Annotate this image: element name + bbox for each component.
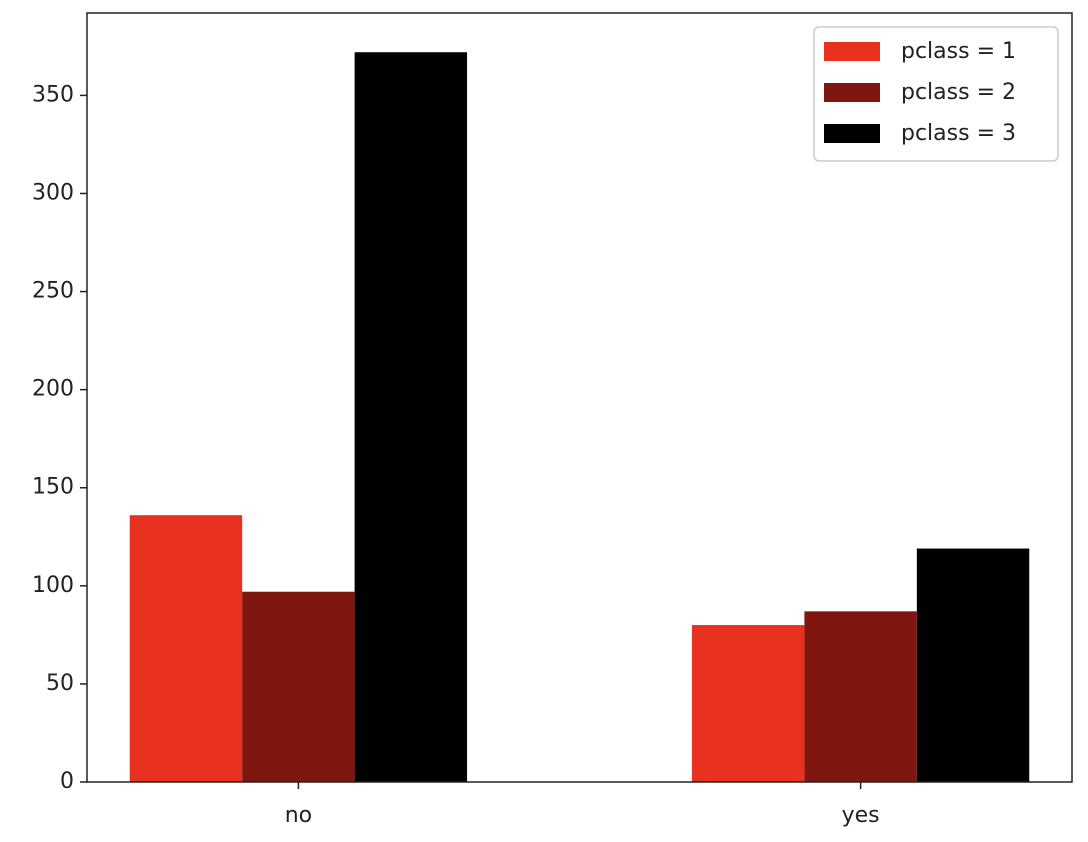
y-tick-label: 350 [32, 82, 74, 107]
y-tick-label: 200 [32, 377, 74, 402]
bar [691, 625, 805, 782]
legend-label: pclass = 3 [901, 121, 1016, 146]
bar [129, 515, 243, 782]
bar [242, 591, 355, 782]
plot-frame [86, 12, 1073, 783]
legend-label: pclass = 1 [901, 39, 1016, 64]
legend-swatch [824, 124, 880, 143]
y-tick-label: 100 [32, 573, 74, 598]
y-tick-label: 50 [46, 671, 74, 696]
y-tick-label: 250 [32, 279, 74, 304]
y-tick-label: 0 [60, 769, 74, 794]
bar [804, 611, 917, 782]
x-tick-label: yes [842, 803, 880, 828]
legend-swatch [824, 83, 880, 102]
x-tick-label: no [285, 803, 312, 828]
y-tick-label: 300 [32, 180, 74, 205]
bar [916, 548, 1030, 782]
bar [354, 52, 468, 783]
y-tick-label: 150 [32, 475, 74, 500]
legend-label: pclass = 2 [901, 80, 1016, 105]
legend-swatch [824, 42, 880, 61]
